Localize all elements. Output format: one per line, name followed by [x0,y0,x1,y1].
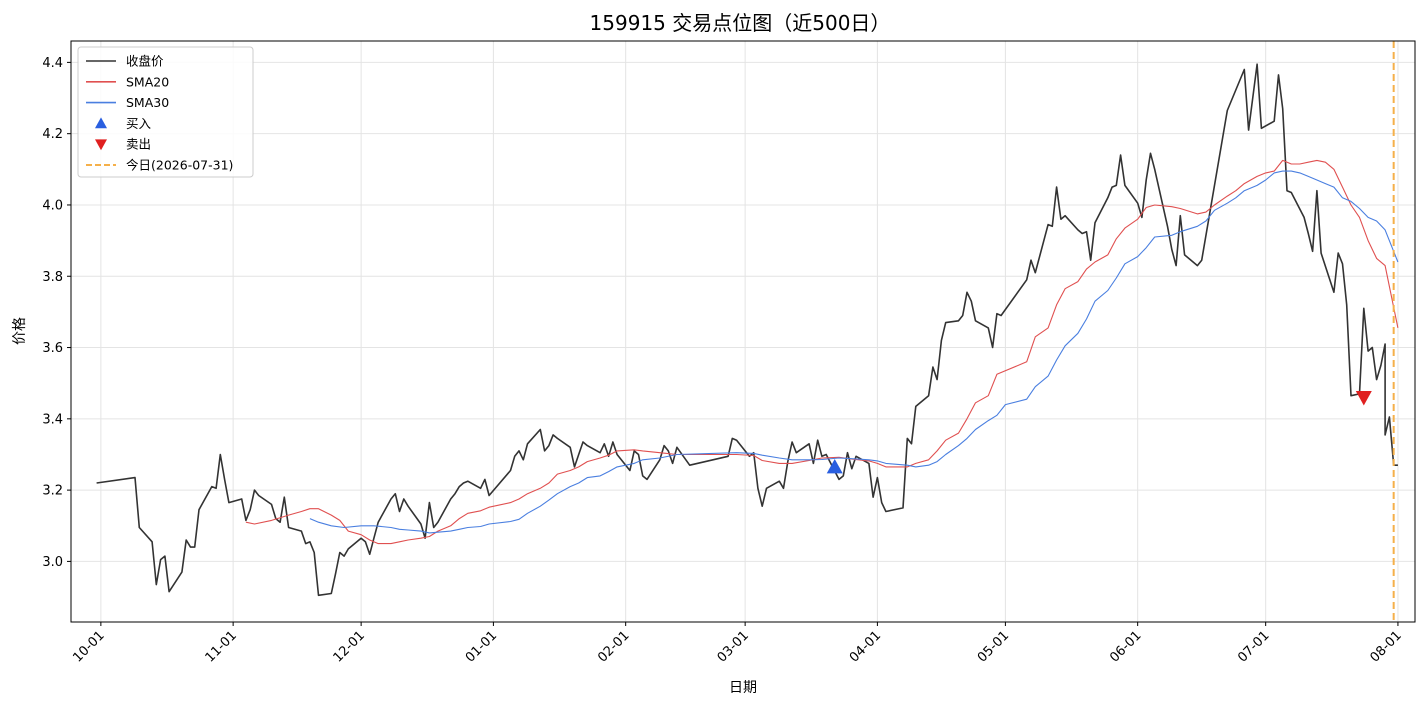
legend-label: 买入 [126,116,152,131]
x-tick-label: 10-01 [70,628,107,665]
legend-label: SMA30 [126,95,169,110]
grid [71,41,1415,622]
y-tick-label: 4.4 [42,56,63,71]
legend-label: SMA20 [126,74,169,89]
y-tick-label: 3.4 [42,412,63,427]
x-axis-label: 日期 [729,680,757,696]
legend-label: 今日(2026-07-31) [126,158,233,173]
x-tick-label: 01-01 [463,628,500,665]
series-line-sma20 [245,159,1399,545]
chart-title: 159915 交易点位图（近500日） [590,11,891,35]
sell-marker [1355,391,1372,406]
plot-frame [70,40,1416,623]
y-tick-label: 3.8 [42,270,63,285]
legend-box [77,46,254,178]
x-tick-label: 08-01 [1367,628,1404,665]
y-axis-label: 价格 [12,317,28,345]
legend-label: 卖出 [126,137,151,152]
marker-layer [826,41,1395,622]
x-tick-label: 11-01 [203,628,240,665]
series-line-sma30 [309,170,1399,534]
x-tick-label: 12-01 [331,628,368,665]
legend-swatch [95,117,107,129]
y-tick-label: 4.0 [42,198,63,213]
legend-swatch [95,139,107,151]
x-tick-label: 06-01 [1107,628,1144,665]
y-tick-label: 3.0 [42,555,63,570]
x-tick-label: 02-01 [595,628,632,665]
x-tick-label: 05-01 [975,628,1012,665]
x-tick-label: 07-01 [1235,628,1272,665]
x-tick-label: 04-01 [847,628,884,665]
y-tick-label: 3.2 [42,484,63,499]
series-line-close [96,63,1398,597]
x-tick-label: 03-01 [715,628,752,665]
legend-label: 收盘价 [126,54,164,69]
x-axis: 10-01 11-01 12-01 01-01 02-01 03-01 04-01 05-01… [70,622,1405,666]
y-tick-label: 3.6 [42,341,63,356]
series-layer [96,63,1399,597]
y-axis: 3.0 3.2 3.4 3.6 3.8 4.0 4.2 4.4 [42,56,71,570]
buy-marker [826,458,843,474]
y-tick-label: 4.2 [42,127,63,142]
